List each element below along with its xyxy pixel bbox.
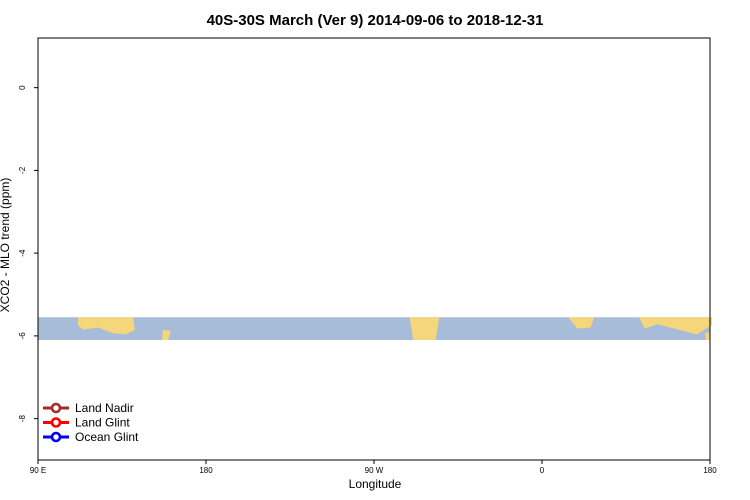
land-south-america — [409, 317, 440, 341]
chart-title: 40S-30S March (Ver 9) 2014-09-06 to 2018… — [207, 12, 544, 29]
legend-item: Land Nadir — [43, 401, 134, 415]
x-tick-label: 180 — [703, 466, 717, 475]
x-tick-label: 180 — [199, 466, 213, 475]
y-axis-label: XCO2 - MLO trend (ppm) — [0, 178, 12, 313]
map-band — [38, 317, 712, 341]
legend-marker — [50, 417, 62, 428]
legend-marker — [50, 431, 62, 443]
legend-label: Ocean Glint — [75, 430, 139, 444]
x-axis: 90 E 180 90 W 0 180 — [30, 460, 717, 475]
y-axis: 0 -2 -4 -6 -8 — [18, 85, 38, 422]
y-tick-label: -8 — [18, 415, 27, 423]
land-new-zealand — [162, 329, 171, 341]
legend-marker — [50, 402, 62, 414]
land-africa — [568, 317, 595, 329]
legend-item: Land Glint — [43, 416, 130, 430]
x-axis-label: Longitude — [349, 477, 402, 491]
land-australia — [78, 317, 135, 335]
plot-area — [37, 37, 711, 461]
land-australia-east — [639, 317, 712, 335]
y-tick-label: -2 — [18, 166, 27, 174]
x-tick-label: 0 — [540, 466, 545, 475]
legend-label: Land Nadir — [75, 401, 134, 415]
y-tick-label: -6 — [18, 332, 27, 340]
y-tick-label: 0 — [18, 85, 27, 90]
land-new-zealand-east — [705, 332, 710, 341]
x-tick-label: 90 E — [30, 466, 46, 475]
x-tick-label: 90 W — [365, 466, 384, 475]
legend-item: Ocean Glint — [43, 430, 139, 444]
legend-label: Land Glint — [75, 416, 130, 430]
map-ocean — [38, 317, 710, 341]
y-tick-label: -4 — [18, 249, 27, 257]
